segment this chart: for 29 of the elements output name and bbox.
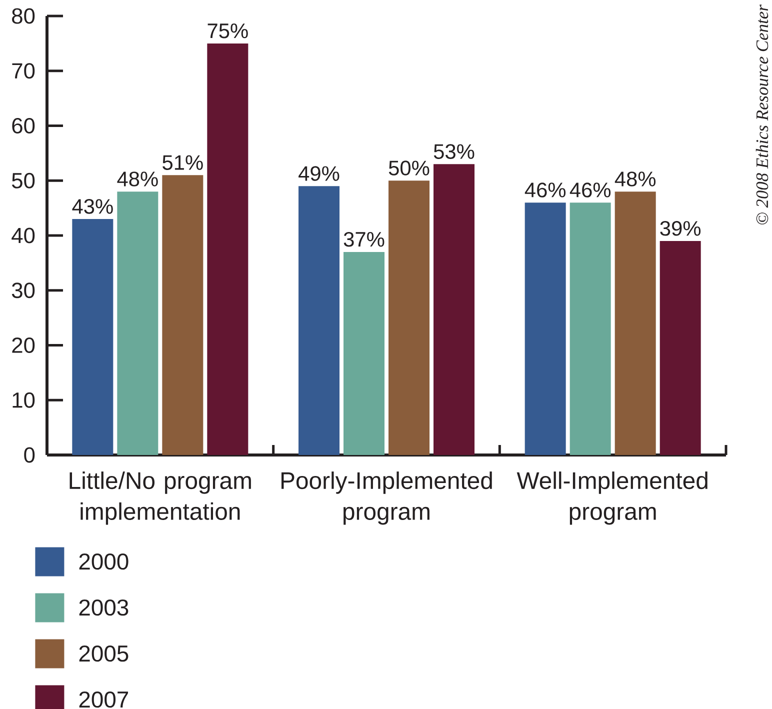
data-label: 39% <box>660 220 701 236</box>
data-label: 37% <box>344 232 384 247</box>
data-label: 48% <box>117 172 158 186</box>
legend-label: 2003 <box>79 599 128 616</box>
data-label: 51% <box>162 155 203 170</box>
y-tick-label: 0 <box>24 447 35 463</box>
y-tick-label: 30 <box>12 282 35 298</box>
data-label: 46% <box>570 182 611 198</box>
data-label: 48% <box>614 172 656 186</box>
y-tick-label: 60 <box>12 118 35 134</box>
legend-label: 2005 <box>79 645 128 662</box>
y-tick-label: 70 <box>12 63 35 79</box>
data-label: 50% <box>388 160 430 176</box>
y-tick-label: 80 <box>12 8 35 24</box>
data-label: 46% <box>524 182 566 198</box>
legend-label: 2000 <box>79 553 128 570</box>
y-tick-label: 10 <box>12 392 35 408</box>
y-tick-label: 20 <box>12 337 35 354</box>
data-label: 43% <box>72 199 113 214</box>
x-tick-label: Poorly-Implemented program <box>281 472 492 525</box>
data-label: 75% <box>208 24 248 38</box>
text: © 2008 Ethics Resource Center <box>756 4 768 224</box>
x-tick-label: Little/No program implementation <box>70 472 251 525</box>
legend-label: 2007 <box>79 691 128 708</box>
y-tick-label: 40 <box>12 228 35 244</box>
y-tick-label: 50 <box>12 172 35 188</box>
data-label: 53% <box>434 144 474 159</box>
data-label: 49% <box>298 166 340 181</box>
x-tick-label: Well-Implemented program <box>516 472 708 525</box>
